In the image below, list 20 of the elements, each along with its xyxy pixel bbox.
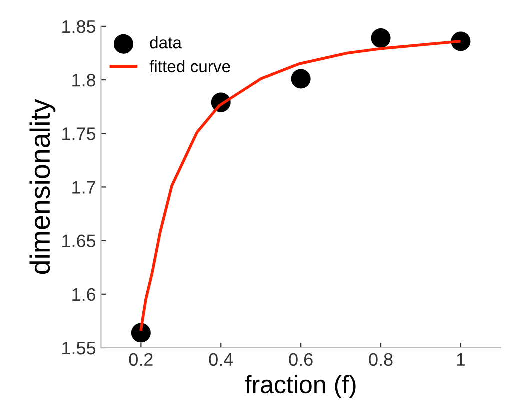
x-tick-label: 0.4 [209,353,234,366]
y-tick-label: 1.55 [62,342,96,355]
x-tick-label: 0.6 [289,353,313,366]
y-tick-label: 1.8 [72,74,96,87]
x-tick-label: 1 [457,354,466,366]
x-tick-label: 0.8 [369,353,393,366]
y-tick-label: 1.85 [62,20,96,34]
y-tick-label: 1.65 [62,234,96,248]
y-tick-label: 1.75 [62,128,96,140]
y-axis-title: dimensionality [30,99,56,274]
y-tick-label: 1.6 [72,288,96,302]
point [451,32,471,52]
point [371,28,391,48]
point [291,69,311,89]
legend-label: fitted curve [150,60,230,73]
x-axis-title: fraction (f) [245,375,356,399]
y-tick-label: 1.7 [72,181,96,194]
legend-label: data [150,36,182,49]
point [131,323,151,343]
x-tick-label: 0.2 [129,353,153,366]
